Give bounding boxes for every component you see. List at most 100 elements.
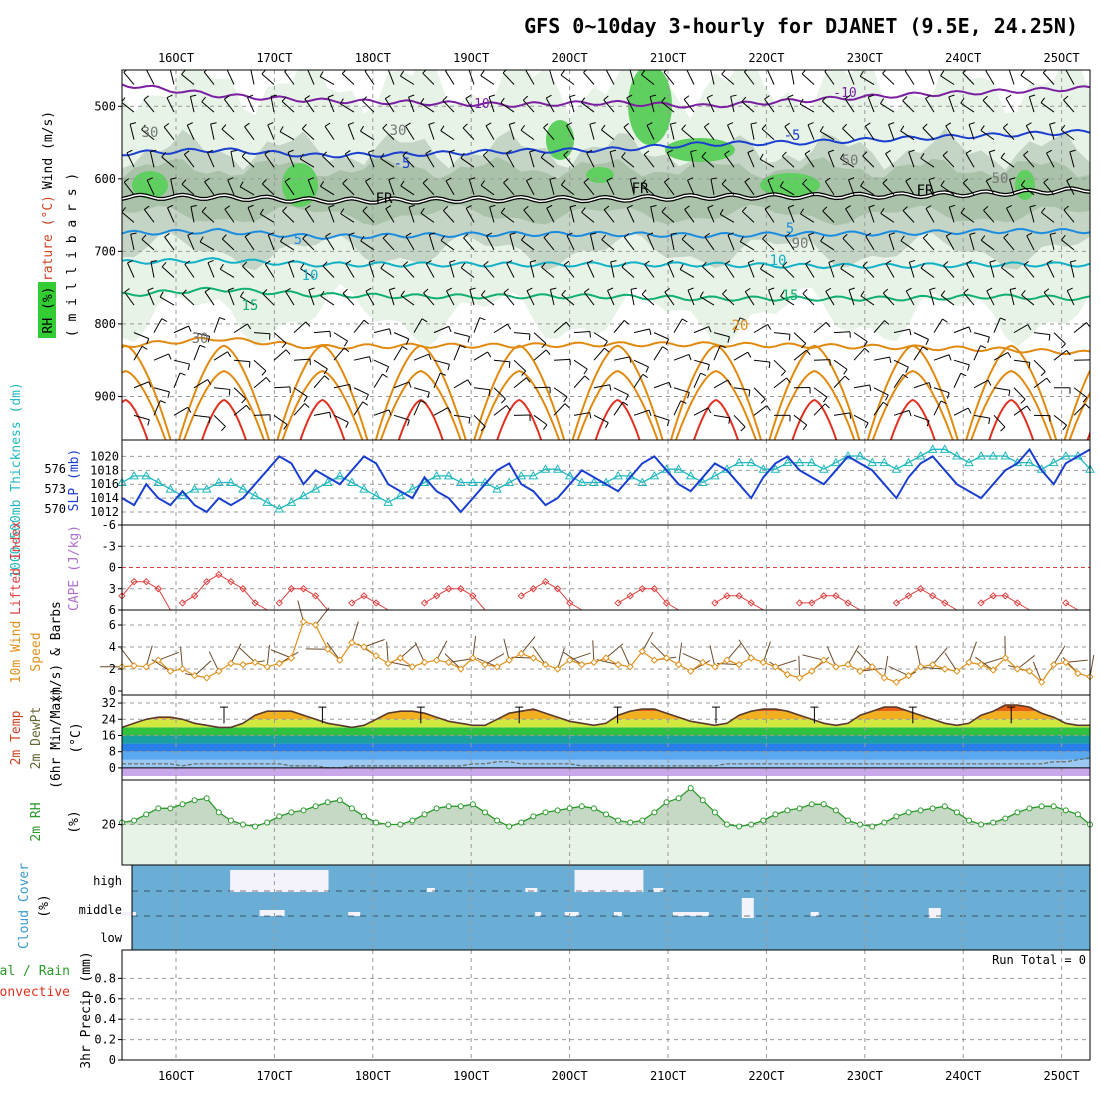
- wind-barb: [780, 186, 795, 196]
- li-line: [351, 595, 389, 611]
- wind-barb-flag: [648, 409, 652, 416]
- wind-barb-flag: [739, 317, 746, 321]
- y-tick-label: 2: [109, 662, 116, 676]
- wind-speed-point: [832, 663, 840, 671]
- wind-barb-flag: [550, 287, 557, 290]
- wind-barb-flag: [224, 95, 230, 100]
- wind-barb: [493, 405, 507, 416]
- wind-barb: [893, 374, 904, 389]
- li-point: [916, 585, 925, 593]
- wind-barb-flag: [824, 70, 828, 72]
- wind-barb: [333, 347, 345, 361]
- wind-speed-point: [989, 666, 997, 674]
- wind-barb: [380, 158, 395, 168]
- wind-barb-flag: [860, 290, 865, 297]
- wind-barb-flag: [760, 263, 765, 270]
- wind-barb-flag: [507, 323, 512, 330]
- wind-barb-flag: [1050, 232, 1057, 235]
- wind-barb: [722, 293, 735, 306]
- wind-barb-flag: [889, 357, 892, 364]
- thickness-label: 1000~500mb Thickness (dm): [9, 382, 24, 578]
- wind-barb-flag: [442, 206, 449, 211]
- wind-barb-flag: [788, 334, 791, 341]
- wind-barb-flag: [425, 149, 432, 154]
- rh-shade-70: [122, 156, 1090, 226]
- wind-barb-flag: [566, 122, 573, 126]
- wind-barb: [583, 291, 595, 306]
- wind-barb-10m: [399, 643, 418, 659]
- wind-barb: [280, 241, 295, 251]
- wind-barb: [129, 124, 135, 140]
- wind-barb-flag: [400, 290, 405, 296]
- wind-barb: [523, 209, 535, 223]
- wind-barb-flag: [427, 392, 430, 399]
- wind-speed-point: [723, 656, 731, 664]
- wind-speed-point: [904, 671, 913, 680]
- y-tick-label: 0: [109, 684, 116, 698]
- wind-barb-flag: [480, 70, 485, 76]
- wind-barb: [388, 289, 395, 306]
- wind-barb: [607, 290, 615, 306]
- low-level-isotherm: [889, 399, 936, 440]
- wind-barb-flag: [509, 122, 516, 125]
- wind-barb: [133, 332, 150, 340]
- wind-barb-flag: [767, 324, 772, 330]
- rh-high-blob: [282, 163, 318, 207]
- rh-point: [300, 807, 307, 814]
- wind-barb-flag: [364, 70, 368, 72]
- wind-barb-flag: [488, 389, 491, 396]
- wind-barb: [181, 293, 195, 306]
- wind-barb: [973, 332, 990, 338]
- wind-barb: [813, 359, 831, 361]
- wind-barb-flag: [247, 204, 254, 208]
- li-point: [1001, 592, 1010, 600]
- wind-barb-10m: [762, 641, 771, 663]
- wind-barb: [673, 400, 682, 416]
- wind-barb-10m: [503, 638, 510, 661]
- wind-barb-flag: [844, 95, 851, 100]
- wind-barb-flag: [707, 204, 714, 209]
- wind-barb: [848, 289, 855, 306]
- isotherm--5: [122, 128, 1090, 159]
- wind-barb: [1066, 180, 1075, 196]
- wind-barb-flag: [463, 233, 469, 239]
- rh-point: [530, 813, 537, 820]
- wind10-label-1: 10m Wind: [9, 621, 24, 684]
- wind-speed-point: [384, 659, 392, 668]
- wind-speed-point: [1062, 658, 1070, 667]
- rh-point: [820, 801, 827, 808]
- wind-barb: [481, 294, 495, 306]
- wind-barb: [333, 332, 348, 342]
- wind-barb-flag: [946, 392, 950, 399]
- wind-barb: [768, 289, 775, 306]
- wind-barb-flag: [842, 233, 848, 239]
- wind-barb-flag: [168, 353, 172, 360]
- wind-barb: [793, 349, 807, 361]
- wind-speed-point: [469, 654, 477, 662]
- wind-barb: [801, 73, 815, 85]
- contour-label: 10: [770, 253, 787, 269]
- wind-barb-flag: [647, 232, 654, 236]
- wind-barb-flag: [1000, 262, 1006, 268]
- wind-barb-flag: [727, 232, 734, 236]
- wind-barb: [948, 96, 955, 113]
- wind-barb: [207, 262, 215, 278]
- low-level-isotherm: [693, 399, 739, 440]
- low-level-isotherm: [379, 370, 462, 440]
- cloud-patch: [525, 888, 538, 892]
- wind-barb-flag: [1023, 260, 1029, 266]
- wind-barb-flag: [882, 401, 889, 407]
- wind-barb: [408, 206, 415, 223]
- thickness-point: [129, 470, 139, 480]
- wind-barb: [173, 359, 190, 365]
- wind-speed-point: [541, 660, 550, 669]
- rh-point: [191, 797, 198, 804]
- wind-barb: [842, 238, 855, 251]
- contour-label: FR: [632, 181, 649, 197]
- li-point: [215, 570, 223, 579]
- wind-barb: [233, 387, 247, 400]
- wind-barb: [713, 345, 721, 361]
- wind-barb: [541, 267, 555, 278]
- wind-barb-flag: [945, 122, 952, 127]
- y-tick-label: 20: [102, 818, 116, 832]
